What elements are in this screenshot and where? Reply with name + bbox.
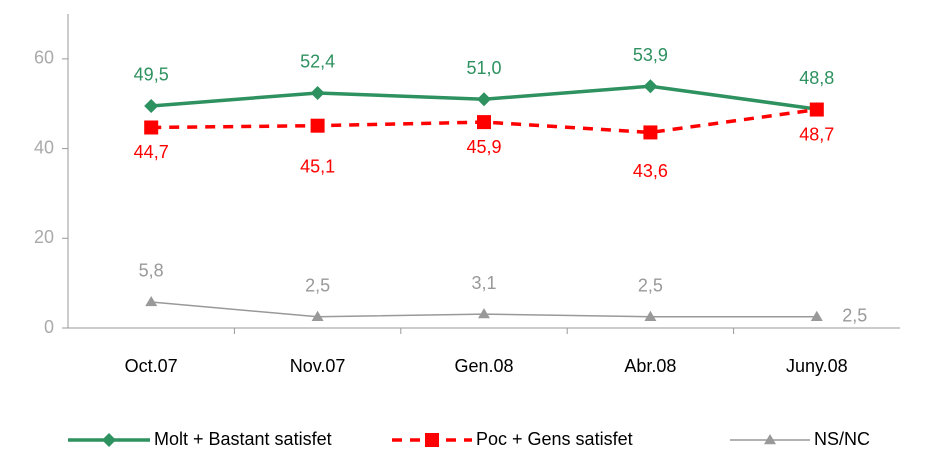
data-label: 53,9 <box>633 45 668 65</box>
data-label: 51,0 <box>466 58 501 78</box>
legend-label: NS/NC <box>814 429 870 449</box>
marker <box>477 92 491 107</box>
marker <box>809 102 824 117</box>
marker <box>643 79 658 94</box>
y-tick-label: 0 <box>44 317 54 337</box>
marker <box>310 85 325 100</box>
x-tick-label: Gen.08 <box>454 356 513 376</box>
marker <box>643 125 658 140</box>
marker <box>144 98 159 113</box>
x-tick-label: Nov.07 <box>290 356 346 376</box>
data-label: 52,4 <box>300 52 335 72</box>
marker <box>425 433 439 447</box>
marker <box>102 433 116 447</box>
data-label: 2,5 <box>305 276 330 296</box>
marker <box>764 434 776 445</box>
data-label: 3,1 <box>471 273 496 293</box>
y-tick-label: 20 <box>34 227 54 247</box>
legend-label: Molt + Bastant satisfet <box>154 429 332 449</box>
marker <box>145 295 158 307</box>
data-label: 44,7 <box>134 142 169 162</box>
legend-label: Poc + Gens satisfet <box>476 429 633 449</box>
marker <box>311 310 324 321</box>
data-label: 2,5 <box>842 306 867 326</box>
marker <box>477 115 491 130</box>
marker <box>144 120 159 135</box>
y-tick-label: 60 <box>34 48 54 68</box>
data-label: 45,1 <box>300 156 335 176</box>
data-label: 5,8 <box>139 261 164 281</box>
x-tick-label: Juny.08 <box>786 356 848 376</box>
data-label: 48,8 <box>799 68 834 88</box>
marker <box>310 118 325 133</box>
data-label: 2,5 <box>638 276 663 296</box>
marker <box>810 310 823 321</box>
data-label: 48,7 <box>799 124 834 144</box>
data-label: 43,6 <box>633 161 668 181</box>
marker <box>644 310 657 321</box>
x-tick-label: Abr.08 <box>624 356 676 376</box>
data-label: 49,5 <box>134 65 169 85</box>
y-tick-label: 40 <box>34 137 54 157</box>
x-tick-label: Oct.07 <box>125 356 178 376</box>
data-label: 45,9 <box>466 137 501 157</box>
marker <box>478 308 490 319</box>
